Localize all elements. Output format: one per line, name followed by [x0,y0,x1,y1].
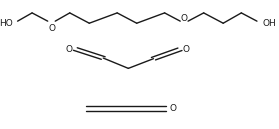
Text: OH: OH [262,19,276,28]
Text: O: O [48,24,55,33]
Text: O: O [183,45,190,54]
Text: O: O [66,45,73,54]
Text: O: O [181,14,188,23]
Text: HO: HO [0,19,13,28]
Text: O: O [170,104,177,113]
